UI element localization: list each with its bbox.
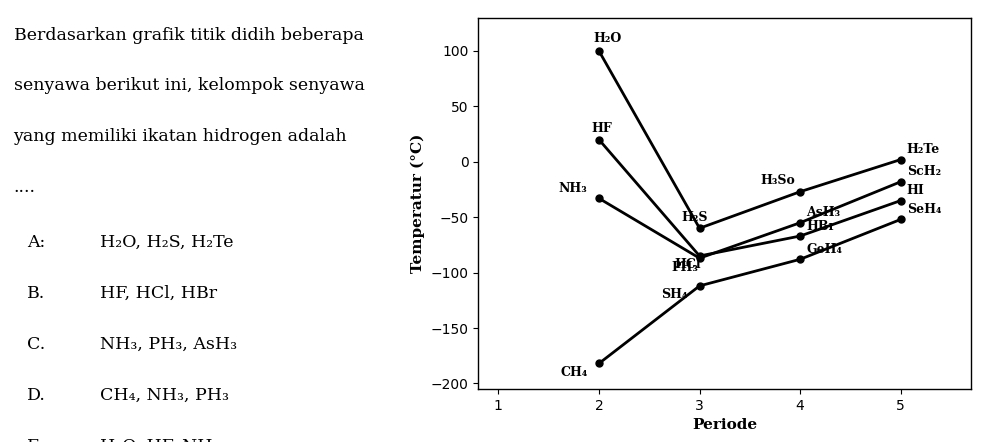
Text: H₃So: H₃So xyxy=(760,174,795,187)
Text: H₂O, HF, NH₃: H₂O, HF, NH₃ xyxy=(100,438,219,442)
Text: GeH₄: GeH₄ xyxy=(807,243,842,256)
Text: ....: .... xyxy=(14,179,35,196)
Text: PH₃: PH₃ xyxy=(671,261,698,274)
Text: NH₃, PH₃, AsH₃: NH₃, PH₃, AsH₃ xyxy=(100,336,237,353)
Text: yang memiliki ikatan hidrogen adalah: yang memiliki ikatan hidrogen adalah xyxy=(14,128,347,145)
Text: H₂O: H₂O xyxy=(594,32,622,46)
Text: SH₄: SH₄ xyxy=(662,288,688,301)
Text: SeH₄: SeH₄ xyxy=(907,203,942,216)
Text: HCl: HCl xyxy=(674,259,701,271)
Text: HBr: HBr xyxy=(807,220,835,232)
Y-axis label: Temperatur (°C): Temperatur (°C) xyxy=(410,133,425,273)
Text: CH₄: CH₄ xyxy=(561,366,588,379)
Text: NH₃: NH₃ xyxy=(559,182,588,195)
Text: C.: C. xyxy=(28,336,45,353)
Text: CH₄, NH₃, PH₃: CH₄, NH₃, PH₃ xyxy=(100,387,229,404)
Text: senyawa berikut ini, kelompok senyawa: senyawa berikut ini, kelompok senyawa xyxy=(14,77,365,94)
Text: E.: E. xyxy=(28,438,45,442)
Text: HF, HCl, HBr: HF, HCl, HBr xyxy=(100,285,217,302)
Text: H₂O, H₂S, H₂Te: H₂O, H₂S, H₂Te xyxy=(100,234,234,251)
Text: HF: HF xyxy=(592,122,612,135)
Text: A:: A: xyxy=(28,234,45,251)
Text: B.: B. xyxy=(28,285,45,302)
Text: AsH₃: AsH₃ xyxy=(807,206,840,219)
X-axis label: Periode: Periode xyxy=(692,418,757,432)
Text: Berdasarkan grafik titik didih beberapa: Berdasarkan grafik titik didih beberapa xyxy=(14,27,364,43)
Text: HI: HI xyxy=(907,184,925,197)
Text: D.: D. xyxy=(28,387,46,404)
Text: H₂S: H₂S xyxy=(681,211,708,224)
Text: H₂Te: H₂Te xyxy=(907,143,940,156)
Text: ScH₂: ScH₂ xyxy=(907,165,941,179)
